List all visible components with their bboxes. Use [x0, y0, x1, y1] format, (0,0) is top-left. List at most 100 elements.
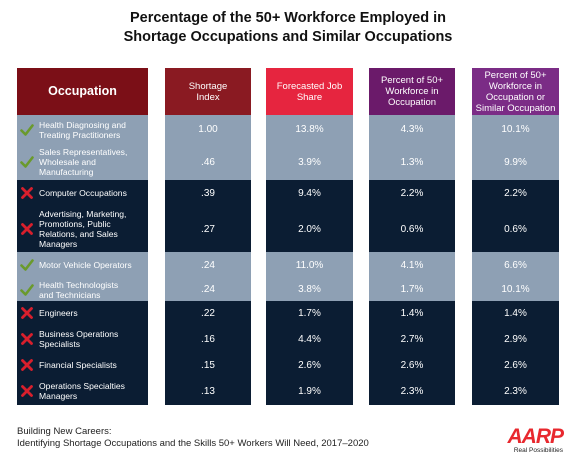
- logo-wordmark: AARP: [507, 425, 564, 448]
- cell-percent: 2.7%: [369, 325, 455, 353]
- occupation-label: Engineers: [39, 301, 146, 325]
- cell-similar: 2.9%: [472, 325, 559, 353]
- table-row-bg: [17, 144, 148, 180]
- cell-shortage: .15: [165, 353, 251, 377]
- cell-similar: 2.6%: [472, 353, 559, 377]
- chart-title-line1: Percentage of the 50+ Workforce Employed…: [129, 10, 446, 26]
- occupation-label-text: Sales Representatives, Wholesale and Manuf…: [39, 147, 127, 177]
- cell-forecast: 13.8%: [266, 115, 353, 144]
- header-line: Share: [296, 91, 323, 103]
- header-percent-text: Percent of 50+ Workforce in Occupation: [381, 75, 443, 108]
- cell-percent: 1.3%: [369, 144, 455, 180]
- cell-shortage: .27: [165, 206, 251, 252]
- header-similar: Percent of 50+ Workforce in Occupation or S…: [472, 68, 559, 115]
- cell-percent: 2.6%: [369, 353, 455, 377]
- source-note-line2: Identifying Shortage Occupations and the…: [17, 438, 369, 449]
- occupation-label-line: Treating Practitioners: [39, 129, 121, 140]
- cell-shortage: .46: [165, 144, 251, 180]
- occupation-label-text: Advertising, Marketing, Promotions, Publi…: [39, 209, 126, 249]
- header-similar-text: Percent of 50+ Workforce in Occupation or S…: [476, 70, 556, 114]
- check-icon: [20, 123, 34, 137]
- cell-similar: 9.9%: [472, 144, 559, 180]
- occupation-label-text: Health Diagnosing and Treating Practition…: [39, 120, 126, 140]
- table-row-bg: [17, 353, 148, 377]
- occupation-label-line: Health Diagnosing and: [39, 119, 126, 130]
- occupation-label-line: and Technicians: [39, 289, 101, 300]
- cell-shortage: .24: [165, 252, 251, 278]
- table-row-bg: [17, 206, 148, 252]
- cell-percent: 1.7%: [369, 278, 455, 301]
- occupation-label-line: Operations Specialties: [39, 381, 125, 391]
- cell-similar: 1.4%: [472, 301, 559, 325]
- header-line: Workforce in: [385, 86, 439, 97]
- header-line: Similar Occupation: [475, 102, 556, 114]
- logo-tagline: Real Possibilities: [513, 447, 563, 454]
- cell-similar: 0.6%: [472, 206, 559, 252]
- header-shortage-text: Shortage Index: [189, 81, 228, 103]
- occupation-label: Health Diagnosing and Treating Practition…: [39, 115, 146, 144]
- occupation-label-line: Relations, and Sales: [39, 229, 118, 239]
- header-line: Occupation: [48, 84, 117, 98]
- table-row-bg: [17, 301, 148, 325]
- occupation-label: Computer Occupations: [39, 180, 146, 206]
- chart-title-line2: Shortage Occupations and Similar Occupat…: [123, 29, 453, 45]
- occupation-label: Health Technologists and Technicians: [39, 278, 146, 301]
- table-row-bg: [17, 252, 148, 278]
- header-line: Forecasted Job: [276, 80, 343, 92]
- occupation-label: Operations Specialties Managers: [39, 377, 146, 405]
- aarp-logo: AARP Real Possibilities: [467, 425, 564, 455]
- cross-icon: [20, 306, 34, 320]
- cell-shortage: .22: [165, 301, 251, 325]
- occupation-label: Business Operations Specialists: [39, 325, 146, 353]
- occupation-label: Motor Vehicle Operators: [39, 252, 146, 278]
- occupation-label: Financial Specialists: [39, 353, 146, 377]
- header-forecast-text: Forecasted Job Share: [277, 81, 342, 103]
- check-icon: [20, 258, 34, 272]
- occupation-label-line: Advertising, Marketing,: [39, 209, 127, 219]
- occupation-label: Sales Representatives, Wholesale and Manuf…: [39, 144, 146, 180]
- cell-percent: 2.3%: [369, 377, 455, 405]
- table-row-bg: [17, 180, 148, 206]
- cell-forecast: 9.4%: [266, 180, 353, 206]
- header-line: Shortage: [188, 80, 228, 92]
- occupation-label-text: Operations Specialties Managers: [39, 381, 125, 401]
- occupation-label-line: Health Technologists: [39, 279, 119, 290]
- table-row-bg: [17, 115, 148, 144]
- cross-icon: [20, 358, 34, 372]
- occupation-label-line: Promotions, Public: [39, 219, 111, 229]
- cross-icon: [20, 222, 34, 236]
- cell-similar: 2.2%: [472, 180, 559, 206]
- cell-forecast: 11.0%: [266, 252, 353, 278]
- header-line: Occupation or: [485, 91, 546, 103]
- chart-title: Percentage of the 50+ Workforce Employed…: [0, 9, 576, 47]
- header-line: Index: [196, 91, 220, 103]
- header-shortage: Shortage Index: [165, 68, 251, 115]
- occupation-label-text: Business Operations Specialists: [39, 329, 118, 349]
- cell-shortage: .24: [165, 278, 251, 301]
- cell-percent: 1.4%: [369, 301, 455, 325]
- table-row-bg: [17, 325, 148, 353]
- occupation-label-line: Specialists: [39, 339, 81, 349]
- occupation-label-line: Engineers: [39, 308, 78, 318]
- cell-percent: 4.1%: [369, 252, 455, 278]
- cell-forecast: 1.7%: [266, 301, 353, 325]
- header-line: Percent of 50+: [380, 75, 444, 86]
- cell-forecast: 1.9%: [266, 377, 353, 405]
- header-line: Occupation: [387, 97, 437, 108]
- cell-shortage: .13: [165, 377, 251, 405]
- cell-forecast: 2.0%: [266, 206, 353, 252]
- occupation-label-text: Engineers: [39, 308, 78, 318]
- cell-shortage: .39: [165, 180, 251, 206]
- cross-icon: [20, 384, 34, 398]
- occupation-label-text: Financial Specialists: [39, 360, 117, 370]
- occupation-label-line: Financial Specialists: [39, 360, 117, 370]
- occupation-label-line: Business Operations: [39, 329, 119, 339]
- cross-icon: [20, 186, 34, 200]
- check-icon: [20, 155, 34, 169]
- occupation-label-text: Computer Occupations: [39, 188, 127, 198]
- cell-forecast: 3.8%: [266, 278, 353, 301]
- cell-percent: 2.2%: [369, 180, 455, 206]
- cell-similar: 10.1%: [472, 115, 559, 144]
- cell-shortage: .16: [165, 325, 251, 353]
- occupation-label-line: Sales Representatives,: [39, 147, 128, 157]
